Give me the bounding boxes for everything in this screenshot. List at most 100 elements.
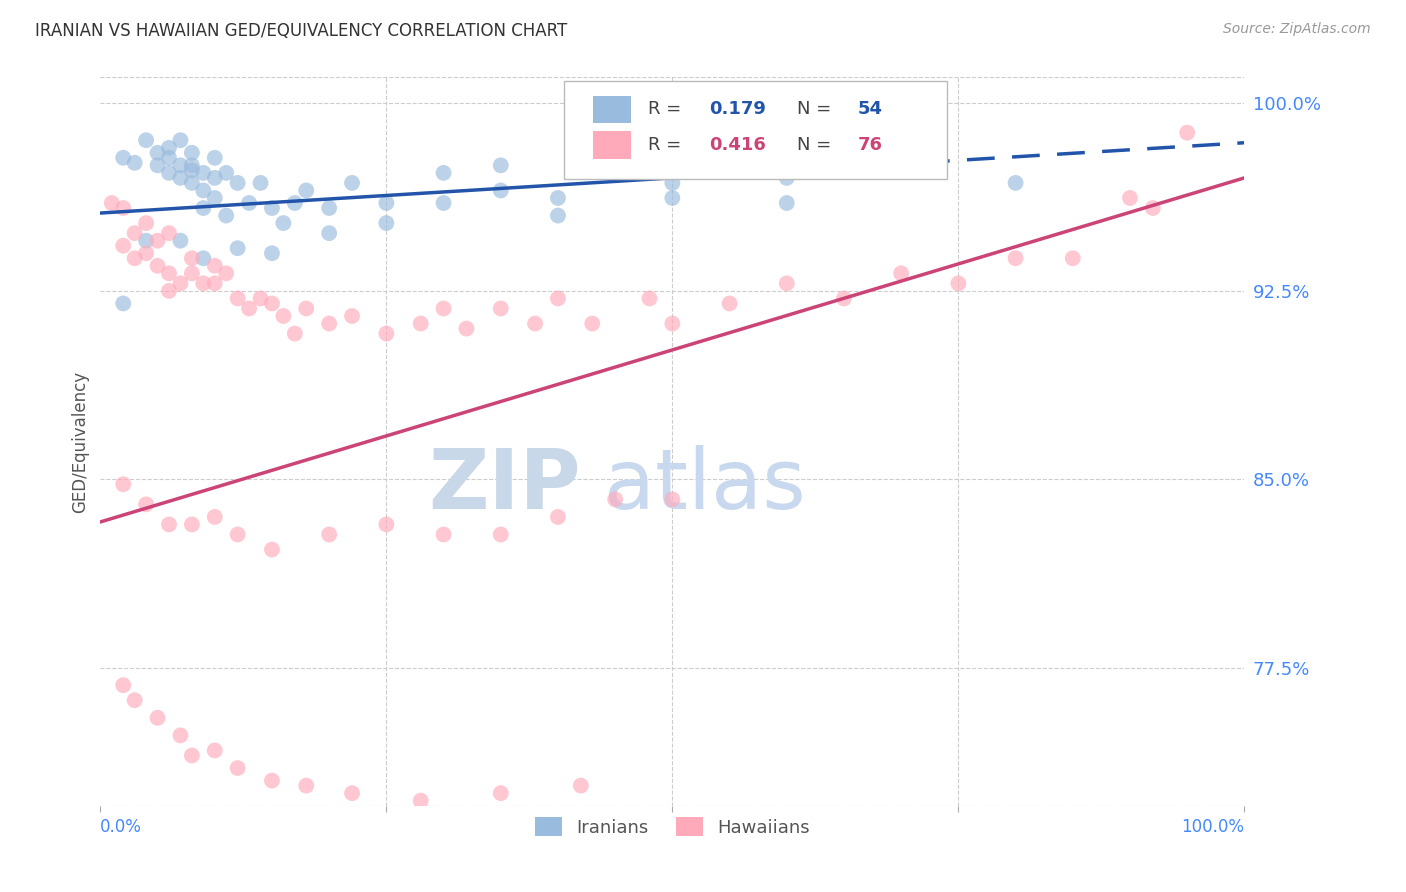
Point bbox=[260, 773, 283, 788]
Point bbox=[135, 497, 157, 511]
Point bbox=[1175, 126, 1198, 140]
Point bbox=[215, 209, 238, 223]
Point bbox=[124, 226, 146, 240]
Text: R =: R = bbox=[648, 136, 688, 154]
Point bbox=[776, 196, 799, 211]
Point bbox=[375, 517, 398, 532]
Point bbox=[101, 196, 124, 211]
Point bbox=[157, 151, 180, 165]
Point bbox=[157, 141, 180, 155]
Point bbox=[273, 309, 295, 323]
Point bbox=[489, 184, 512, 198]
Point bbox=[661, 191, 683, 205]
Point bbox=[375, 196, 398, 211]
Point bbox=[204, 259, 226, 273]
Point bbox=[124, 252, 146, 266]
Point bbox=[193, 201, 215, 215]
Point bbox=[124, 156, 146, 170]
Point bbox=[284, 196, 307, 211]
Point bbox=[1062, 252, 1084, 266]
Point bbox=[661, 176, 683, 190]
Point bbox=[340, 786, 363, 800]
Point bbox=[204, 191, 226, 205]
Point bbox=[112, 238, 135, 252]
Point bbox=[135, 234, 157, 248]
Point bbox=[180, 158, 202, 172]
Point bbox=[204, 277, 226, 291]
Point bbox=[124, 693, 146, 707]
Text: IRANIAN VS HAWAIIAN GED/EQUIVALENCY CORRELATION CHART: IRANIAN VS HAWAIIAN GED/EQUIVALENCY CORR… bbox=[35, 22, 568, 40]
Point bbox=[1142, 201, 1164, 215]
Point bbox=[249, 176, 271, 190]
Point bbox=[180, 145, 202, 160]
Point bbox=[180, 517, 202, 532]
Text: R =: R = bbox=[648, 101, 688, 119]
Point bbox=[340, 309, 363, 323]
Point bbox=[169, 728, 191, 742]
Point bbox=[432, 196, 454, 211]
Point bbox=[375, 216, 398, 230]
Point bbox=[146, 234, 169, 248]
Point bbox=[260, 542, 283, 557]
Point bbox=[180, 176, 202, 190]
Point bbox=[776, 170, 799, 185]
Point bbox=[157, 166, 180, 180]
Point bbox=[547, 209, 569, 223]
Point bbox=[112, 151, 135, 165]
Point bbox=[204, 170, 226, 185]
Point bbox=[193, 184, 215, 198]
Point bbox=[112, 201, 135, 215]
Point bbox=[249, 292, 271, 306]
Point bbox=[180, 266, 202, 280]
Point bbox=[489, 786, 512, 800]
FancyBboxPatch shape bbox=[564, 81, 946, 179]
Point bbox=[215, 166, 238, 180]
Point bbox=[157, 517, 180, 532]
Text: 76: 76 bbox=[858, 136, 883, 154]
Point bbox=[432, 166, 454, 180]
Point bbox=[226, 527, 249, 541]
Point bbox=[157, 226, 180, 240]
Point bbox=[193, 252, 215, 266]
Text: atlas: atlas bbox=[603, 445, 806, 525]
Point bbox=[193, 277, 215, 291]
Point bbox=[547, 292, 569, 306]
Y-axis label: GED/Equivalency: GED/Equivalency bbox=[72, 370, 89, 513]
Point bbox=[238, 196, 260, 211]
Point bbox=[180, 748, 202, 763]
Point bbox=[524, 317, 547, 331]
Text: 0.179: 0.179 bbox=[709, 101, 766, 119]
Point bbox=[226, 761, 249, 775]
Point bbox=[215, 266, 238, 280]
Point bbox=[135, 216, 157, 230]
Point bbox=[238, 301, 260, 316]
Point bbox=[146, 158, 169, 172]
Point bbox=[112, 296, 135, 310]
Point bbox=[409, 794, 432, 808]
Point bbox=[489, 527, 512, 541]
Point bbox=[318, 226, 340, 240]
Point bbox=[489, 158, 512, 172]
Point bbox=[180, 252, 202, 266]
Point bbox=[169, 277, 191, 291]
Text: ZIP: ZIP bbox=[429, 445, 581, 525]
Point bbox=[569, 779, 592, 793]
Point bbox=[180, 163, 202, 178]
Point bbox=[226, 176, 249, 190]
Point bbox=[890, 266, 912, 280]
Point bbox=[157, 266, 180, 280]
Point bbox=[1004, 252, 1026, 266]
Point bbox=[718, 158, 741, 172]
Text: 100.0%: 100.0% bbox=[1181, 818, 1244, 837]
Point bbox=[547, 509, 569, 524]
Point bbox=[135, 133, 157, 147]
Point bbox=[204, 509, 226, 524]
Point bbox=[375, 326, 398, 341]
Text: 0.416: 0.416 bbox=[709, 136, 766, 154]
FancyBboxPatch shape bbox=[593, 131, 631, 159]
Point bbox=[890, 158, 912, 172]
Point bbox=[157, 284, 180, 298]
Point bbox=[260, 246, 283, 260]
Point bbox=[169, 170, 191, 185]
Legend: Iranians, Hawaiians: Iranians, Hawaiians bbox=[527, 810, 817, 844]
